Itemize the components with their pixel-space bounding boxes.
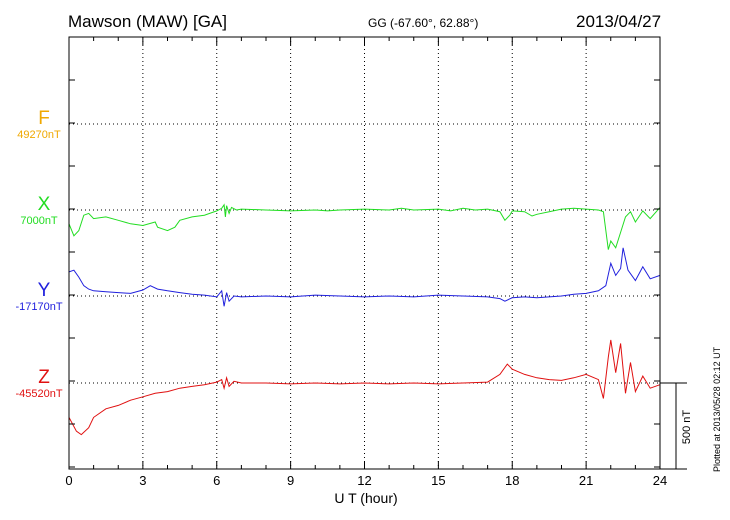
scale-bar-label: 500 nT (681, 410, 693, 445)
series-lines (68, 203, 661, 436)
channel-baseline-y: -17170nT (15, 301, 63, 313)
x-tick-label: 15 (431, 473, 445, 488)
channel-letter-z: Z (38, 367, 50, 388)
x-axis-label: U T (hour) (334, 490, 397, 506)
channel-letter-x: X (37, 194, 51, 215)
axes: 0 3 6 9 12 15 18 21 24 (65, 36, 687, 488)
series-line-x (68, 203, 661, 250)
x-tick-label: 21 (579, 473, 593, 488)
station-title: Mawson (MAW) [GA] (68, 12, 227, 31)
coordinates: GG (-67.60°, 62.88°) (368, 16, 479, 30)
channel-baseline-f: 49270nT (17, 129, 61, 141)
x-tick-label: 0 (65, 473, 72, 488)
x-tick-label: 9 (287, 473, 294, 488)
series-line-z (68, 339, 661, 436)
channel-baseline-x: 7000nT (20, 215, 58, 227)
x-tick-label: 6 (213, 473, 220, 488)
chart-date: 2013/04/27 (576, 12, 662, 31)
series-line-y (68, 247, 661, 307)
x-tick-label: 18 (505, 473, 519, 488)
x-tick-label: 24 (653, 473, 667, 488)
x-tick-label: 12 (357, 473, 371, 488)
grid (69, 37, 660, 469)
x-tick-label: 3 (139, 473, 146, 488)
channel-baseline-z: -45520nT (15, 388, 63, 400)
channel-letter-f: F (38, 108, 50, 129)
channel-letter-y: Y (37, 280, 51, 301)
plotted-timestamp: Plotted at 2013/05/28 02:12 UT (712, 346, 722, 472)
